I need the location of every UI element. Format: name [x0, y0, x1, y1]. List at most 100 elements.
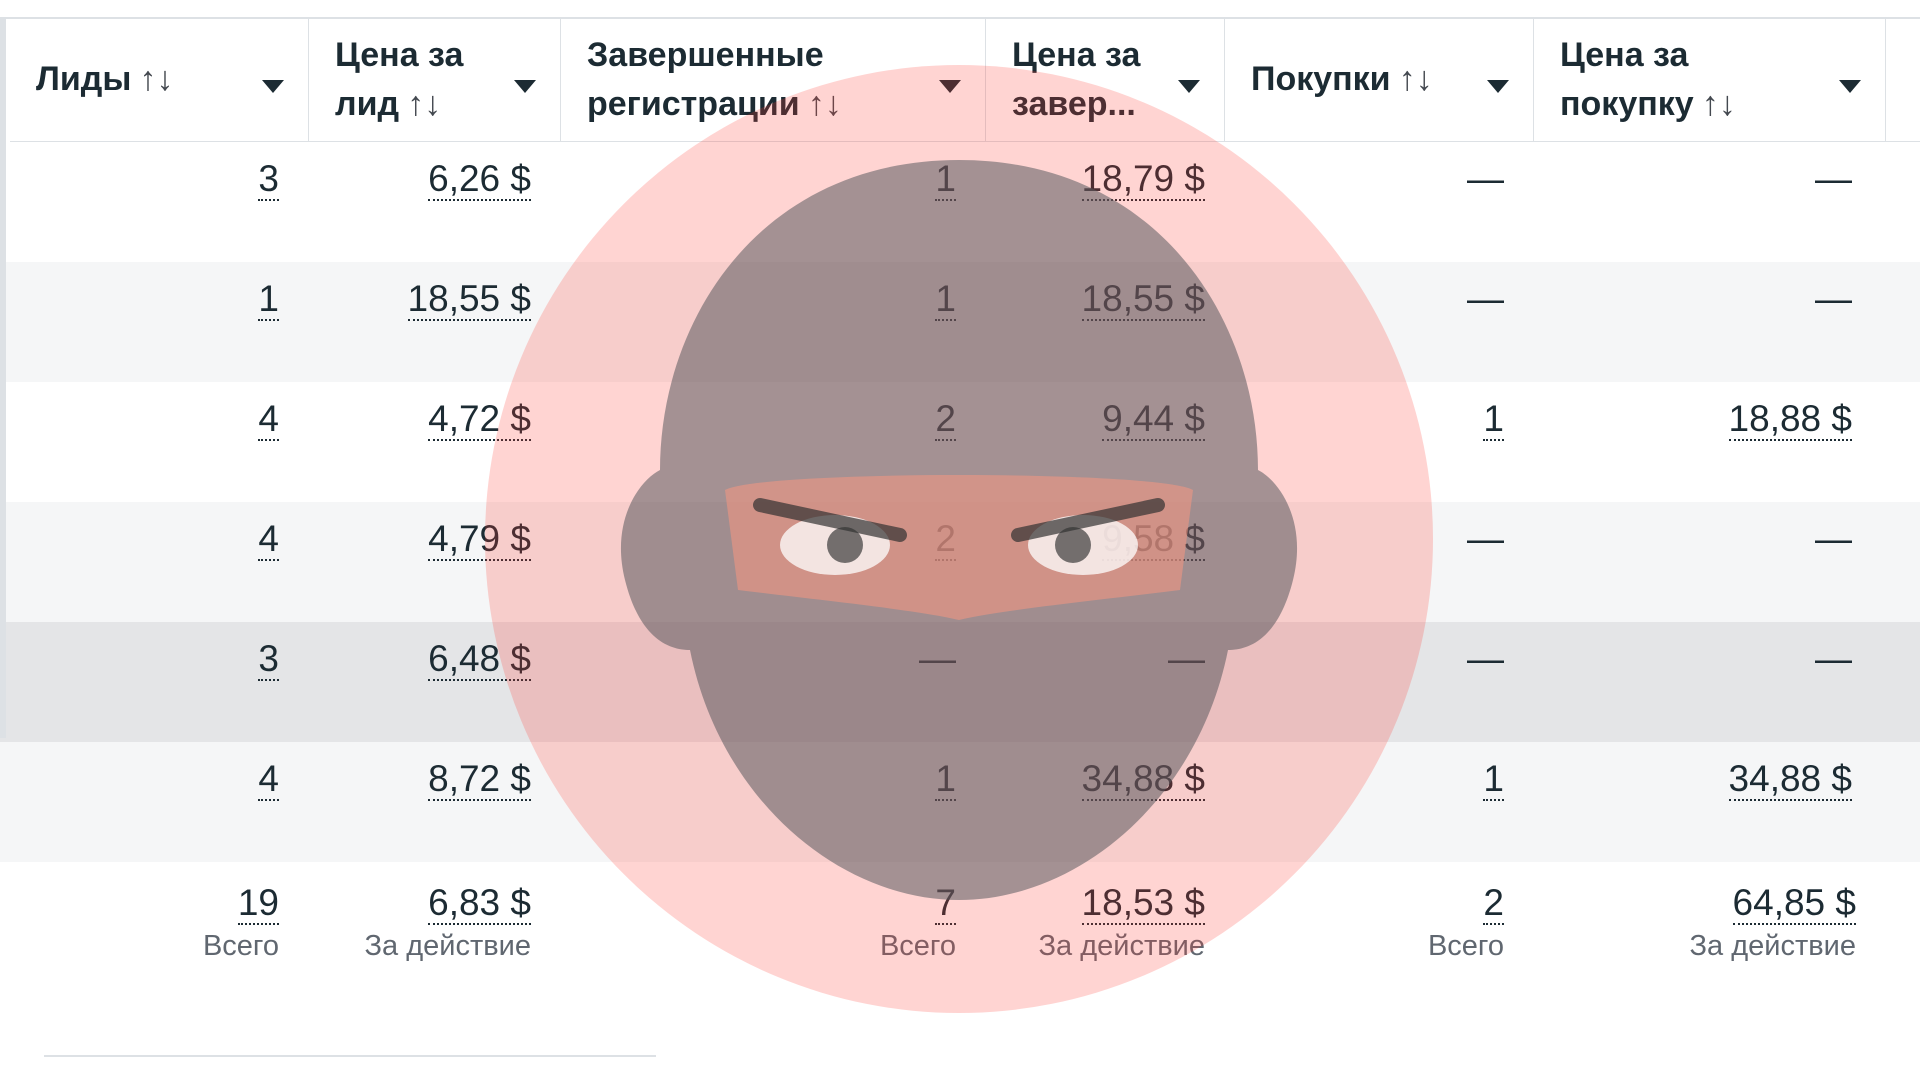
cell-value: 6,48 $	[428, 638, 531, 681]
table-cell: 34,88 $	[1534, 742, 1886, 862]
totals-row: 19 Всего 6,83 $ За действие 7 Всего 18,53 $ За …	[0, 862, 1920, 992]
table-cell: 3	[10, 142, 309, 262]
total-label: За действие	[1038, 930, 1205, 962]
cell-value: 1	[258, 278, 279, 321]
total-label: За действие	[1689, 930, 1856, 962]
table-cell: 4	[10, 382, 309, 502]
table-cell: 9,58 $	[986, 502, 1225, 622]
column-header[interactable]: Цена за завер...	[986, 18, 1225, 142]
cell-value: —	[919, 638, 956, 679]
column-header[interactable]: Лиды ↑↓	[10, 18, 309, 142]
cell-value: 2	[935, 398, 956, 441]
cell-value: 4	[258, 398, 279, 441]
sort-icon: ↑↓	[1701, 84, 1736, 123]
table-row: 1 18,55 $ 1 18,55 $ — —	[0, 262, 1920, 382]
table-cell: —	[1225, 142, 1534, 262]
table-cell: —	[1225, 262, 1534, 382]
total-label: Всего	[202, 930, 279, 962]
table-cell: 1	[1225, 382, 1534, 502]
table-cell: 1	[1225, 742, 1534, 862]
header-label: Завершенные регистрации	[587, 35, 824, 123]
table-cell: —	[1534, 142, 1886, 262]
table-row: 3 6,48 $ — — — —	[0, 622, 1920, 742]
cell-value: —	[1168, 638, 1205, 679]
table-cell: 18,55 $	[309, 262, 561, 382]
header-label: Цена за завер...	[1012, 35, 1141, 123]
table-cell: 18,88 $	[1534, 382, 1886, 502]
total-value: 2	[1483, 882, 1504, 925]
total-label: Всего	[879, 930, 956, 962]
cell-value: —	[1467, 518, 1504, 559]
next-column-edge	[1886, 18, 1920, 142]
table-cell: —	[561, 622, 986, 742]
cell-value: 34,88 $	[1728, 758, 1852, 801]
cell-value: 4	[258, 758, 279, 801]
table-cell: 4	[10, 502, 309, 622]
table-cell: —	[1225, 502, 1534, 622]
table-row: 4 8,72 $ 1 34,88 $ 1 34,88 $	[0, 742, 1920, 862]
column-header[interactable]: Цена за лид ↑↓	[309, 18, 561, 142]
cell-value: 4	[258, 518, 279, 561]
table-cell: 1	[10, 262, 309, 382]
table-cell: —	[1225, 622, 1534, 742]
totals-cell: 6,83 $ За действие	[309, 862, 561, 982]
totals-cell: 18,53 $ За действие	[986, 862, 1225, 982]
cell-value: 9,44 $	[1102, 398, 1205, 441]
totals-cell: 19 Всего	[10, 862, 309, 982]
table-cell: —	[1534, 622, 1886, 742]
totals-cell: 7 Всего	[561, 862, 986, 982]
table-cell: 4	[10, 742, 309, 862]
cell-value: 1	[1483, 758, 1504, 801]
sort-icon: ↑↓	[407, 84, 442, 123]
cell-value: —	[1467, 278, 1504, 319]
column-header[interactable]: Завершенные регистрации ↑↓	[561, 18, 986, 142]
cell-value: —	[1815, 278, 1852, 319]
totals-cell: 2 Всего	[1225, 862, 1534, 982]
column-header[interactable]: Покупки ↑↓	[1225, 18, 1534, 142]
header-text: Цена за завер...	[1012, 31, 1154, 129]
cell-value: 18,79 $	[1081, 158, 1205, 201]
table-cell: 4,72 $	[309, 382, 561, 502]
total-value: 64,85 $	[1732, 882, 1856, 925]
header-text: Цена за покупку ↑↓	[1560, 31, 1815, 129]
cell-value: —	[1467, 158, 1504, 199]
cell-value: 4,79 $	[428, 518, 531, 561]
table-cell: 2	[561, 502, 986, 622]
header-label: Лиды	[36, 60, 132, 98]
table-cell: 2	[561, 382, 986, 502]
sort-icon: ↑↓	[807, 84, 842, 123]
table-row: 4 4,72 $ 2 9,44 $ 1 18,88 $	[0, 382, 1920, 502]
table-cell: 9,44 $	[986, 382, 1225, 502]
cell-value: 3	[258, 638, 279, 681]
table-cell: —	[1534, 262, 1886, 382]
cell-value: 6,26 $	[428, 158, 531, 201]
table-cell: 18,79 $	[986, 142, 1225, 262]
sort-icon: ↑↓	[139, 60, 174, 98]
header-label: Цена за покупку	[1560, 35, 1694, 123]
cell-value: 18,55 $	[1081, 278, 1205, 321]
column-header[interactable]: Цена за покупку ↑↓	[1534, 18, 1886, 142]
table-cell: 34,88 $	[986, 742, 1225, 862]
table-cell: 1	[561, 742, 986, 862]
table-cell: —	[1534, 502, 1886, 622]
table-cell: 18,55 $	[986, 262, 1225, 382]
cell-value: —	[1815, 638, 1852, 679]
header-text: Цена за лид ↑↓	[335, 31, 490, 129]
header-text: Покупки ↑↓	[1251, 55, 1433, 104]
sort-icon: ↑↓	[1398, 60, 1433, 98]
cell-value: 3	[258, 158, 279, 201]
total-value: 6,83 $	[428, 882, 531, 925]
table-cell: 4,79 $	[309, 502, 561, 622]
cell-value: 18,88 $	[1728, 398, 1852, 441]
total-value: 7	[935, 882, 956, 925]
cell-value: 9,58 $	[1102, 518, 1205, 561]
cell-value: 4,72 $	[428, 398, 531, 441]
cell-value: —	[1815, 158, 1852, 199]
cell-value: 1	[1483, 398, 1504, 441]
header-label: Цена за лид	[335, 35, 464, 123]
totals-cell: 64,85 $ За действие	[1534, 862, 1886, 982]
table-cell: —	[986, 622, 1225, 742]
total-value: 19	[237, 882, 279, 925]
table-row: 3 6,26 $ 1 18,79 $ — —	[0, 142, 1920, 262]
